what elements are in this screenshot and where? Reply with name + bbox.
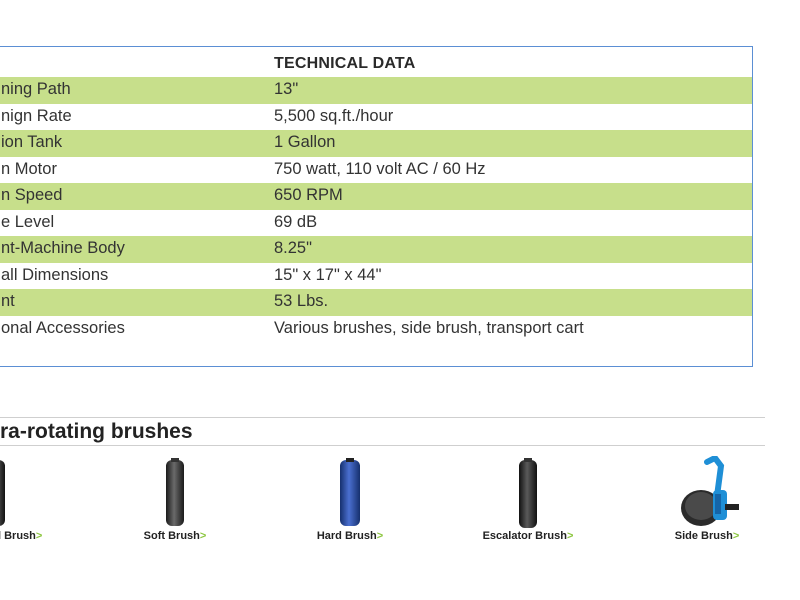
brush-label: Side Brush <box>674 530 733 542</box>
section-divider-top <box>0 417 765 418</box>
brush-label: Hard Brush <box>316 530 377 542</box>
spec-row: n Speed 650 RPM <box>0 183 752 210</box>
chevron-right-icon: > <box>732 530 740 542</box>
soft-brush-link[interactable]: Soft Brush> <box>110 530 240 542</box>
chevron-right-icon: > <box>376 530 384 542</box>
brush-link[interactable]: l Brush> <box>0 530 42 542</box>
spec-label: nt-Machine Body <box>1 239 125 257</box>
spec-row: n Motor 750 watt, 110 volt AC / 60 Hz <box>0 157 752 184</box>
soft-brush-icon <box>166 458 184 526</box>
section-divider-bottom <box>0 445 765 446</box>
spec-label: ion Tank <box>1 133 63 151</box>
spec-row: onal Accessories Various brushes, side b… <box>0 316 752 343</box>
brush-label: Escalator Brush <box>482 530 567 542</box>
brush-item-escalator[interactable]: Escalator Brush> <box>463 452 593 552</box>
spec-value: 13" <box>274 80 299 98</box>
spec-value: 650 RPM <box>274 186 343 204</box>
spec-value: 1 Gallon <box>274 133 336 151</box>
brush-item-side[interactable]: Side Brush> <box>642 452 772 552</box>
spec-label: all Dimensions <box>1 265 109 284</box>
spec-value: 53 Lbs. <box>274 292 329 310</box>
brush-item-soft[interactable]: Soft Brush> <box>110 452 240 552</box>
spec-label: nign Rate <box>1 106 72 125</box>
brush-roller-icon <box>0 460 5 526</box>
chevron-right-icon: > <box>199 530 207 542</box>
brush-item-partial[interactable]: l Brush> <box>0 452 70 552</box>
brush-label: Soft Brush <box>143 530 200 542</box>
brush-item-hard[interactable]: Hard Brush> <box>285 452 415 552</box>
spec-row: all Dimensions 15" x 17" x 44" <box>0 263 752 290</box>
spec-row: nt 53 Lbs. <box>0 289 752 316</box>
spec-label: n Speed <box>1 186 63 204</box>
side-brush-icon <box>681 456 739 526</box>
escalator-brush-icon <box>519 458 537 528</box>
hard-brush-icon <box>340 458 360 526</box>
spec-value: 15" x 17" x 44" <box>274 265 382 284</box>
spec-value: 8.25" <box>274 239 312 257</box>
technical-data-box: TECHNICAL DATA ning Path 13" nign Rate 5… <box>0 46 753 367</box>
spec-row: ion Tank 1 Gallon <box>0 130 752 157</box>
spec-value: 5,500 sq.ft./hour <box>274 106 394 125</box>
spec-row: nign Rate 5,500 sq.ft./hour <box>0 104 752 131</box>
brushes-heading-text: ra-rotating brushes <box>0 420 193 443</box>
spec-row: e Level 69 dB <box>0 210 752 237</box>
spec-label: e Level <box>1 212 55 231</box>
chevron-right-icon: > <box>35 530 43 542</box>
brush-label: l Brush <box>0 530 36 542</box>
spec-label: ning Path <box>1 80 71 98</box>
spec-table: ning Path 13" nign Rate 5,500 sq.ft./hou… <box>0 77 752 342</box>
spec-label: nt <box>1 292 15 310</box>
spec-label: onal Accessories <box>1 318 125 337</box>
chevron-right-icon: > <box>566 530 574 542</box>
spec-row: nt-Machine Body 8.25" <box>0 236 752 263</box>
spec-value: 750 watt, 110 volt AC / 60 Hz <box>274 159 486 178</box>
spec-value: Various brushes, side brush, transport c… <box>274 318 584 337</box>
technical-data-header: TECHNICAL DATA <box>274 55 416 72</box>
hard-brush-link[interactable]: Hard Brush> <box>285 530 415 542</box>
spec-value: 69 dB <box>274 212 318 231</box>
side-brush-link[interactable]: Side Brush> <box>642 530 772 542</box>
spec-row: ning Path 13" <box>0 77 752 104</box>
spec-label: n Motor <box>1 159 57 178</box>
escalator-brush-link[interactable]: Escalator Brush> <box>463 530 593 542</box>
brushes-heading: ra-rotating brushes <box>0 420 300 446</box>
